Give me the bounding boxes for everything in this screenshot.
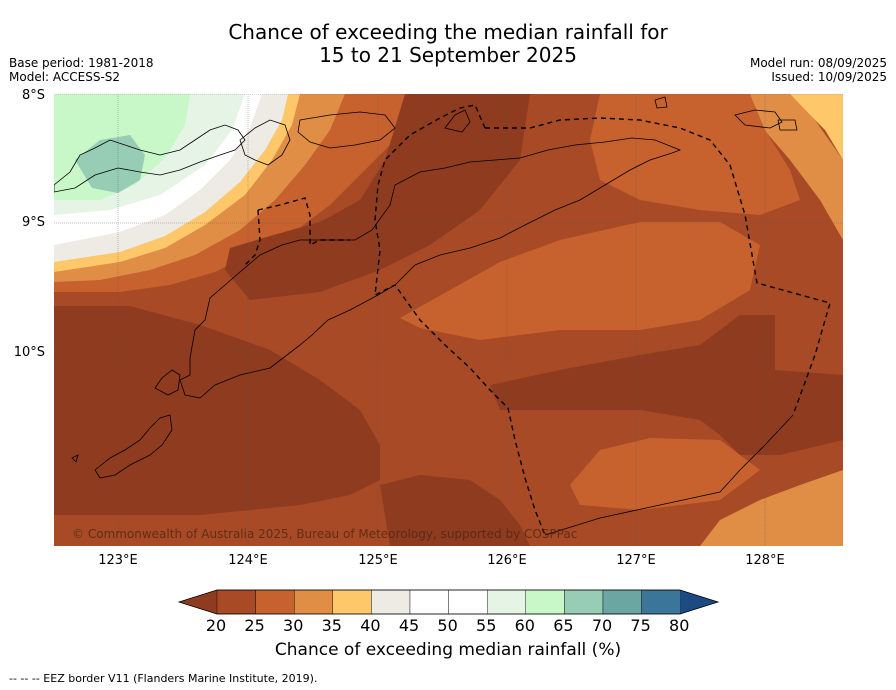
lat-label-9s: 9°S <box>21 215 45 230</box>
colorbar-cell-70-75 <box>602 589 642 615</box>
eez-footnote: -- -- -- EEZ border V11 (Flanders Marine… <box>9 672 318 685</box>
colorbar-cells <box>179 589 719 615</box>
base-period: Base period: 1981-2018 <box>9 56 154 70</box>
colorbar-cell-50-55 <box>448 589 488 615</box>
colorbar-tick-30: 30 <box>283 616 304 635</box>
lon-label-127e: 127°E <box>616 553 656 568</box>
band-35-40-northeast <box>790 94 843 160</box>
copyright-notice: © Commonwealth of Australia 2025, Bureau… <box>72 527 578 541</box>
colorbar-tick-45: 45 <box>398 616 420 635</box>
lon-label-126e: 126°E <box>487 553 527 568</box>
flores-coastline <box>54 124 246 193</box>
colorbar-tick-70: 70 <box>591 616 613 635</box>
colorbar-tick-40: 40 <box>360 616 381 635</box>
rote-island <box>154 369 181 396</box>
colorbar-cell-55-60 <box>487 589 527 615</box>
wetar-coastline <box>297 111 396 149</box>
lat-label-10s: 10°S <box>13 345 45 360</box>
title-line-1: Chance of exceeding the median rainfall … <box>228 20 668 44</box>
colorbar-tick-50: 50 <box>437 616 458 635</box>
meta-right: Model run: 08/09/2025 Issued: 10/09/2025 <box>750 56 887 84</box>
lon-label-123e: 123°E <box>98 553 138 568</box>
coastlines <box>54 96 798 536</box>
colorbar-cell-30-35 <box>294 589 334 615</box>
colorbar-tick-55: 55 <box>476 616 497 635</box>
band-25-30-southeast <box>570 438 760 510</box>
colorbar-tick-35: 35 <box>321 616 342 635</box>
colorbar-tick-75: 75 <box>630 616 651 635</box>
colorbar-cell-75-80 <box>641 589 681 615</box>
sumba-coast <box>94 414 173 479</box>
colorbar-outline <box>177 589 720 615</box>
colorbar-cell-40-45 <box>371 589 411 615</box>
issued-date: Issued: 10/09/2025 <box>771 70 887 84</box>
model-run: Model run: 08/09/2025 <box>749 56 887 70</box>
timor-coastline <box>179 137 682 399</box>
colorbar-tick-20: 20 <box>205 616 227 635</box>
colorbar-tick-60: 60 <box>514 616 535 635</box>
band-20-25-south-center <box>380 475 530 546</box>
band-20-25-southwest <box>54 306 380 515</box>
colorbar-tick-80: 80 <box>669 616 690 635</box>
lon-label-128e: 128°E <box>745 553 785 568</box>
alor-coastline <box>239 119 291 166</box>
eez-border-dashed <box>244 104 831 536</box>
colorbar-cell-25-30 <box>255 589 295 615</box>
colorbar-cell-45-50 <box>409 589 449 615</box>
colorbar-cell-60-65 <box>525 589 565 615</box>
kisar-island <box>654 96 668 109</box>
band-20-25-east <box>490 315 843 455</box>
atauro-island <box>444 109 471 133</box>
colorbar-cell-20-25 <box>216 589 256 615</box>
eez-border-solid <box>544 414 794 536</box>
sawu-island <box>71 454 79 463</box>
title-line-2: 15 to 21 September 2025 <box>319 43 577 67</box>
colorbar-cell-35-40 <box>332 589 372 615</box>
colorbar-extend-high <box>680 590 719 614</box>
lon-label-125e: 125°E <box>358 553 398 568</box>
band-30-35-southeast <box>700 470 843 546</box>
band-25-30-upper-right <box>590 94 800 215</box>
colorbar-extend-low <box>179 590 217 614</box>
band-30-35-northeast <box>750 94 843 240</box>
lat-label-8s: 8°S <box>21 88 45 103</box>
colorbar-label: Chance of exceeding median rainfall (%) <box>274 640 622 660</box>
model-name: Model: ACCESS-S2 <box>9 70 121 84</box>
leti-islands <box>734 109 783 129</box>
graticule <box>54 94 843 546</box>
meta-left: Base period: 1981-2018 Model: ACCESS-S2 <box>9 56 154 84</box>
band-25-30-center-east <box>400 222 760 340</box>
moa-island <box>777 119 798 131</box>
lon-label-124e: 124°E <box>228 553 268 568</box>
colorbar-tick-25: 25 <box>244 616 265 635</box>
colorbar-tick-65: 65 <box>553 616 574 635</box>
colorbar-cell-65-70 <box>564 589 604 615</box>
band-20-25-central-ridge <box>225 94 530 300</box>
